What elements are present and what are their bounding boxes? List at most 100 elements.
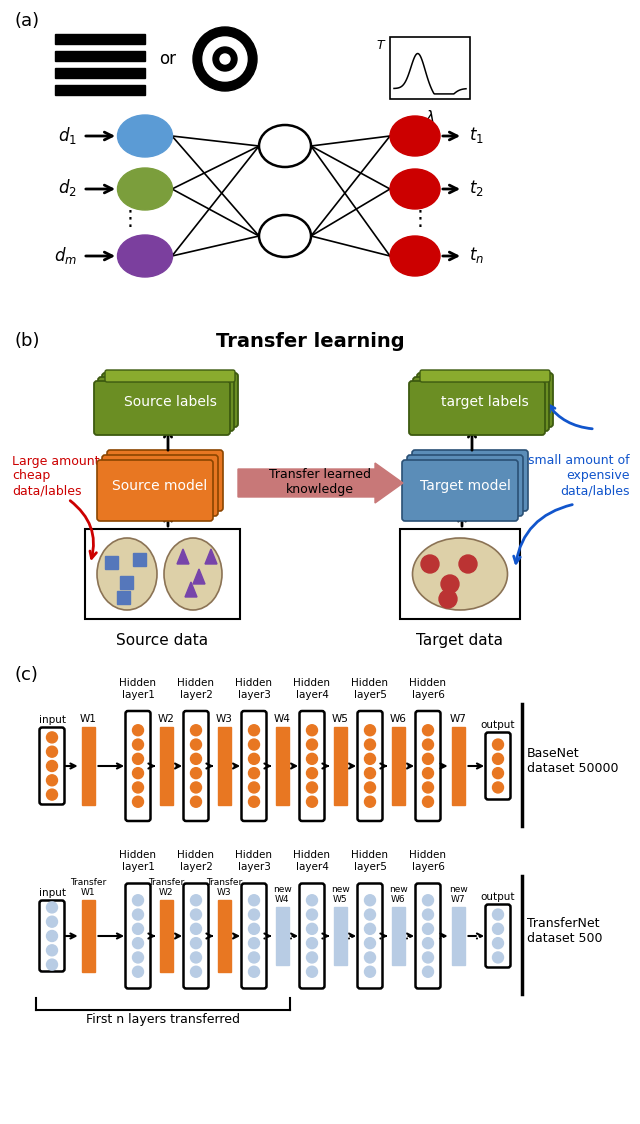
FancyBboxPatch shape [102, 455, 218, 516]
Text: Target data: Target data [417, 633, 504, 649]
Polygon shape [185, 582, 197, 597]
FancyBboxPatch shape [300, 883, 324, 988]
Circle shape [493, 753, 504, 764]
Circle shape [422, 740, 433, 750]
Circle shape [307, 725, 317, 736]
Bar [218, 727, 230, 805]
FancyBboxPatch shape [184, 883, 209, 988]
Circle shape [365, 725, 376, 736]
Circle shape [47, 931, 58, 942]
Circle shape [47, 761, 58, 771]
Circle shape [248, 952, 259, 963]
Circle shape [441, 575, 459, 593]
Circle shape [132, 952, 143, 963]
Text: First n layers transferred: First n layers transferred [86, 1013, 240, 1026]
Circle shape [365, 753, 376, 764]
Text: W4: W4 [273, 714, 291, 724]
Text: W5: W5 [332, 714, 348, 724]
Circle shape [365, 768, 376, 779]
Text: new
W5: new W5 [331, 885, 349, 904]
Circle shape [47, 746, 58, 758]
Circle shape [422, 895, 433, 906]
Text: Source labels: Source labels [124, 395, 216, 409]
Bar [218, 900, 230, 972]
Text: Transfer learning: Transfer learning [216, 332, 404, 351]
Bar [392, 907, 404, 966]
Circle shape [422, 782, 433, 792]
Circle shape [307, 782, 317, 792]
Text: output: output [481, 892, 515, 901]
FancyArrow shape [238, 463, 403, 504]
Bar [159, 900, 173, 972]
FancyBboxPatch shape [125, 883, 150, 988]
Text: Transfer
W3: Transfer W3 [206, 878, 242, 897]
Text: new
W4: new W4 [273, 885, 291, 904]
Circle shape [439, 590, 457, 608]
FancyBboxPatch shape [40, 900, 65, 971]
Circle shape [493, 923, 504, 934]
Bar [55, 85, 145, 96]
Text: Source data: Source data [116, 633, 208, 649]
Circle shape [365, 937, 376, 949]
Bar [159, 727, 173, 805]
Ellipse shape [390, 236, 440, 277]
Circle shape [422, 923, 433, 934]
Circle shape [248, 725, 259, 736]
Circle shape [248, 895, 259, 906]
Circle shape [307, 740, 317, 750]
Circle shape [213, 47, 237, 71]
Text: Hidden
layer1: Hidden layer1 [120, 851, 157, 872]
Circle shape [191, 753, 202, 764]
Circle shape [307, 937, 317, 949]
Circle shape [132, 909, 143, 921]
Circle shape [422, 909, 433, 921]
Circle shape [193, 27, 257, 91]
FancyBboxPatch shape [241, 711, 266, 821]
Circle shape [422, 725, 433, 736]
Ellipse shape [259, 125, 311, 167]
Circle shape [220, 54, 230, 64]
Circle shape [365, 909, 376, 921]
Circle shape [191, 796, 202, 807]
Circle shape [365, 895, 376, 906]
Circle shape [493, 740, 504, 750]
FancyBboxPatch shape [358, 883, 383, 988]
Circle shape [191, 768, 202, 779]
Bar [120, 575, 133, 589]
Text: Target model: Target model [420, 479, 511, 493]
Circle shape [248, 740, 259, 750]
Circle shape [422, 768, 433, 779]
Circle shape [248, 782, 259, 792]
Circle shape [422, 967, 433, 977]
Text: $t_n$: $t_n$ [469, 245, 484, 265]
Bar [451, 727, 465, 805]
Bar [451, 907, 465, 966]
Bar [85, 529, 240, 619]
Text: ⋮: ⋮ [410, 209, 431, 229]
Circle shape [365, 782, 376, 792]
Text: Hidden
layer1: Hidden layer1 [120, 678, 157, 699]
FancyBboxPatch shape [40, 727, 65, 805]
Text: $t_1$: $t_1$ [469, 125, 484, 145]
Circle shape [493, 768, 504, 779]
Circle shape [248, 768, 259, 779]
Text: Hidden
layer3: Hidden layer3 [236, 678, 273, 699]
Circle shape [191, 952, 202, 963]
Text: Hidden
layer6: Hidden layer6 [410, 851, 447, 872]
Circle shape [191, 923, 202, 934]
FancyBboxPatch shape [97, 460, 213, 522]
Ellipse shape [164, 538, 222, 610]
Bar [275, 907, 289, 966]
Text: (c): (c) [14, 667, 38, 685]
FancyBboxPatch shape [358, 711, 383, 821]
FancyBboxPatch shape [94, 381, 230, 435]
Polygon shape [177, 549, 189, 564]
FancyBboxPatch shape [420, 370, 550, 382]
Text: output: output [481, 720, 515, 729]
Circle shape [47, 732, 58, 743]
Circle shape [191, 967, 202, 977]
Text: W1: W1 [79, 714, 97, 724]
Circle shape [493, 937, 504, 949]
Circle shape [248, 967, 259, 977]
Ellipse shape [259, 215, 311, 257]
